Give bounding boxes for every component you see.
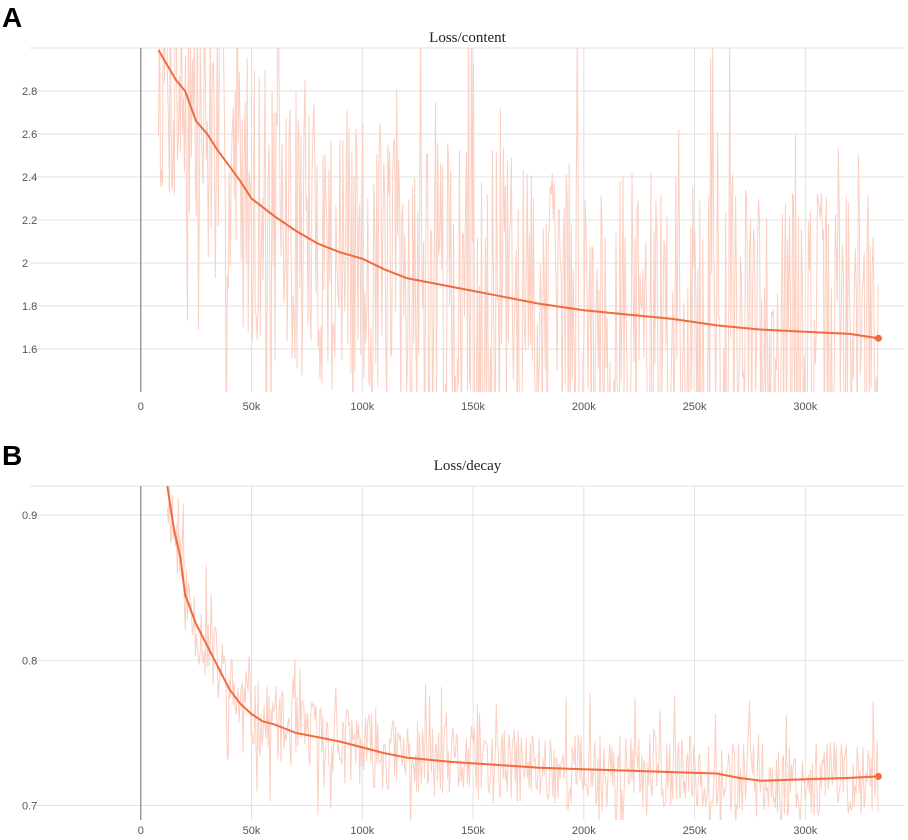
x-tick-label: 300k xyxy=(793,401,817,413)
y-tick-label: 2.4 xyxy=(22,172,37,184)
x-tick-label: 250k xyxy=(683,401,707,413)
x-tick-label: 200k xyxy=(572,401,596,413)
x-tick-label: 250k xyxy=(683,825,707,837)
x-tick-label: 0 xyxy=(138,401,144,413)
x-tick-label: 150k xyxy=(461,825,485,837)
y-tick-label: 2.8 xyxy=(22,86,37,98)
chart-loss-decay: Loss/decay 0.7 0.8 0.9 0 50k 100k 150k 200k 250k 3… xyxy=(22,458,905,837)
y-tick-label: 0.8 xyxy=(22,655,37,667)
x-tick-label: 100k xyxy=(350,825,374,837)
x-tick-label: 50k xyxy=(243,401,261,413)
x-tick-label: 0 xyxy=(138,825,144,837)
panel-label-a: A xyxy=(2,2,23,33)
y-tick-label: 1.6 xyxy=(22,344,37,356)
smoothed-loss-line xyxy=(166,486,879,782)
panel-label-b: B xyxy=(2,440,23,471)
chart-loss-content: Loss/content 1.6 1.8 2 2.2 2.4 2.6 2.8 0 50k 100k 1… xyxy=(22,30,905,413)
chart-title: Loss/content xyxy=(429,30,506,46)
y-tick-label: 2.6 xyxy=(22,129,37,141)
x-tick-label: 50k xyxy=(243,825,261,837)
x-tick-label: 100k xyxy=(350,401,374,413)
y-tick-label: 2 xyxy=(22,258,28,270)
raw-loss-trace xyxy=(166,486,879,820)
x-tick-label: 150k xyxy=(461,401,485,413)
x-tick-label: 200k xyxy=(572,825,596,837)
smoothed-loss-line xyxy=(157,49,879,340)
raw-loss-trace xyxy=(158,48,879,392)
y-tick-label: 0.9 xyxy=(22,510,37,522)
y-tick-label: 2.2 xyxy=(22,215,37,227)
y-tick-label: 0.7 xyxy=(22,800,37,812)
x-tick-label: 300k xyxy=(793,825,817,837)
chart-title: Loss/decay xyxy=(434,458,502,474)
series-end-point xyxy=(874,772,882,780)
series-end-point xyxy=(874,334,882,342)
y-tick-label: 1.8 xyxy=(22,301,37,313)
